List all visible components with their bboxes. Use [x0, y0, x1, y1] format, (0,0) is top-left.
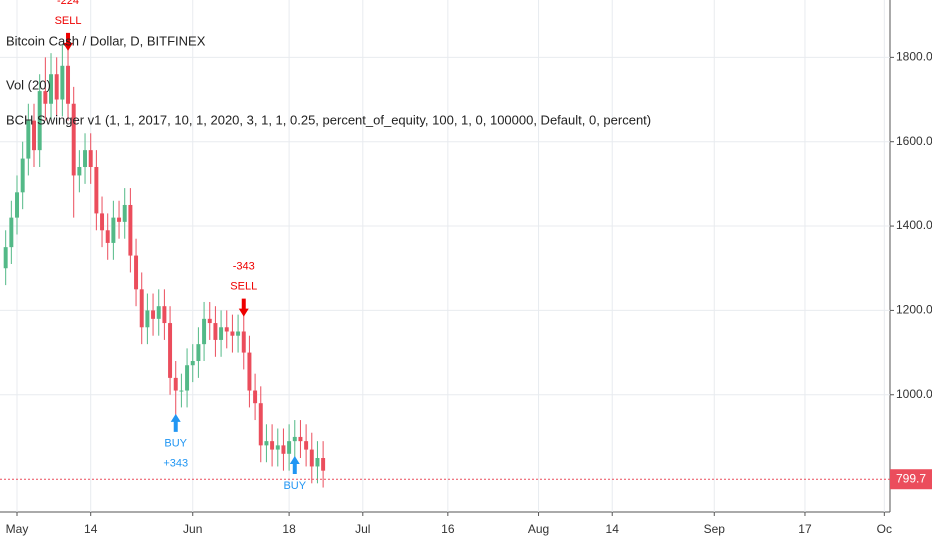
candle-body: [134, 255, 139, 290]
candle-body: [309, 449, 314, 467]
chart-title: Bitcoin Cash / Dollar, D, BITFINEX: [6, 33, 206, 48]
candle-body: [253, 390, 258, 404]
candle-body: [9, 217, 14, 248]
x-tick-label: 17: [798, 522, 812, 536]
x-tick-label: 18: [282, 522, 296, 536]
candle-body: [315, 458, 320, 467]
signal-arrow: [238, 298, 249, 317]
candle-body: [32, 120, 36, 151]
last-price-label: 799.7: [896, 471, 926, 485]
signal-arrow: [63, 32, 74, 51]
candle-body: [71, 103, 76, 176]
candle-body: [202, 318, 207, 345]
candle-body: [20, 158, 25, 193]
candle-body: [162, 306, 167, 324]
candle-body: [26, 120, 31, 159]
candle-body: [168, 323, 173, 378]
candle-body: [292, 436, 297, 442]
candle-body: [224, 327, 229, 332]
candle-body: [105, 230, 110, 243]
candle-body: [207, 318, 212, 324]
candle-body: [117, 217, 122, 222]
candle-body: [111, 217, 116, 243]
candle-body: [321, 458, 326, 471]
candle-body: [287, 441, 292, 454]
last-price-box: [890, 469, 932, 490]
signal-profit: -224: [57, 0, 79, 7]
x-tick-label: Aug: [528, 522, 549, 536]
signal-side: SELL: [230, 281, 257, 293]
candle-body: [94, 167, 99, 214]
candle-body: [196, 344, 201, 362]
signal-arrow: [289, 456, 300, 475]
candle-body: [219, 327, 224, 340]
grid: [0, 0, 890, 512]
candle-body: [258, 403, 263, 446]
signal-arrow: [170, 413, 181, 432]
candle-body: [236, 331, 241, 336]
x-tick-label: May: [6, 522, 29, 536]
candle-body: [43, 91, 48, 104]
candle-body: [304, 441, 309, 450]
x-tick-label: 14: [606, 522, 620, 536]
candle-body: [264, 441, 269, 446]
candle-body: [145, 310, 150, 328]
candle-body: [88, 150, 93, 168]
signal-side: BUY: [164, 438, 187, 450]
candle-body: [247, 352, 252, 391]
candle-body: [49, 74, 54, 104]
candle-body: [83, 150, 88, 168]
candle-body: [100, 213, 105, 231]
x-tick-label: Sep: [704, 522, 726, 536]
candle-body: [281, 445, 286, 454]
signal-profit: +343: [163, 458, 188, 470]
candle-body: [173, 377, 178, 391]
candle-body: [54, 74, 59, 100]
candle-body: [139, 289, 144, 328]
candle-body: [66, 65, 71, 104]
y-tick-label: 1200.0: [896, 303, 932, 317]
candle-body: [3, 247, 8, 269]
candle-body: [185, 365, 190, 391]
x-tick-label: 16: [441, 522, 455, 536]
candle-body: [241, 331, 246, 353]
signal-side: BUY: [283, 480, 306, 492]
candle-body: [128, 204, 133, 256]
candle-body: [270, 441, 275, 450]
y-tick-label: 1600.0: [896, 134, 932, 148]
x-tick-label: Oc: [877, 522, 892, 536]
candle-body: [298, 436, 303, 442]
candle-body: [213, 323, 218, 340]
indicator-label: BCH Swinger v1 (1, 1, 2017, 10, 1, 2020,…: [6, 112, 651, 127]
x-tick-label: Jun: [183, 522, 202, 536]
candle-body: [190, 361, 195, 366]
candle-body: [230, 331, 235, 336]
signal-side: SELL: [55, 15, 82, 27]
y-tick-label: 1400.0: [896, 218, 932, 232]
candle-body: [156, 306, 161, 319]
candle-body: [15, 192, 19, 218]
plot: [0, 32, 890, 488]
candle-body: [60, 65, 65, 100]
candle-body: [122, 204, 127, 222]
candle-body: [275, 445, 280, 450]
candle-body: [151, 310, 156, 319]
candle-body: [179, 390, 184, 392]
x-tick-label: Jul: [355, 522, 370, 536]
x-tick-label: 14: [84, 522, 98, 536]
y-tick-label: 1000.0: [896, 387, 932, 401]
signal-profit: -343: [233, 261, 255, 273]
indicator-label: Vol (20): [6, 77, 51, 92]
candle-body: [37, 91, 42, 151]
candle-body: [77, 167, 82, 176]
y-tick-label: 1800.0: [896, 50, 932, 64]
